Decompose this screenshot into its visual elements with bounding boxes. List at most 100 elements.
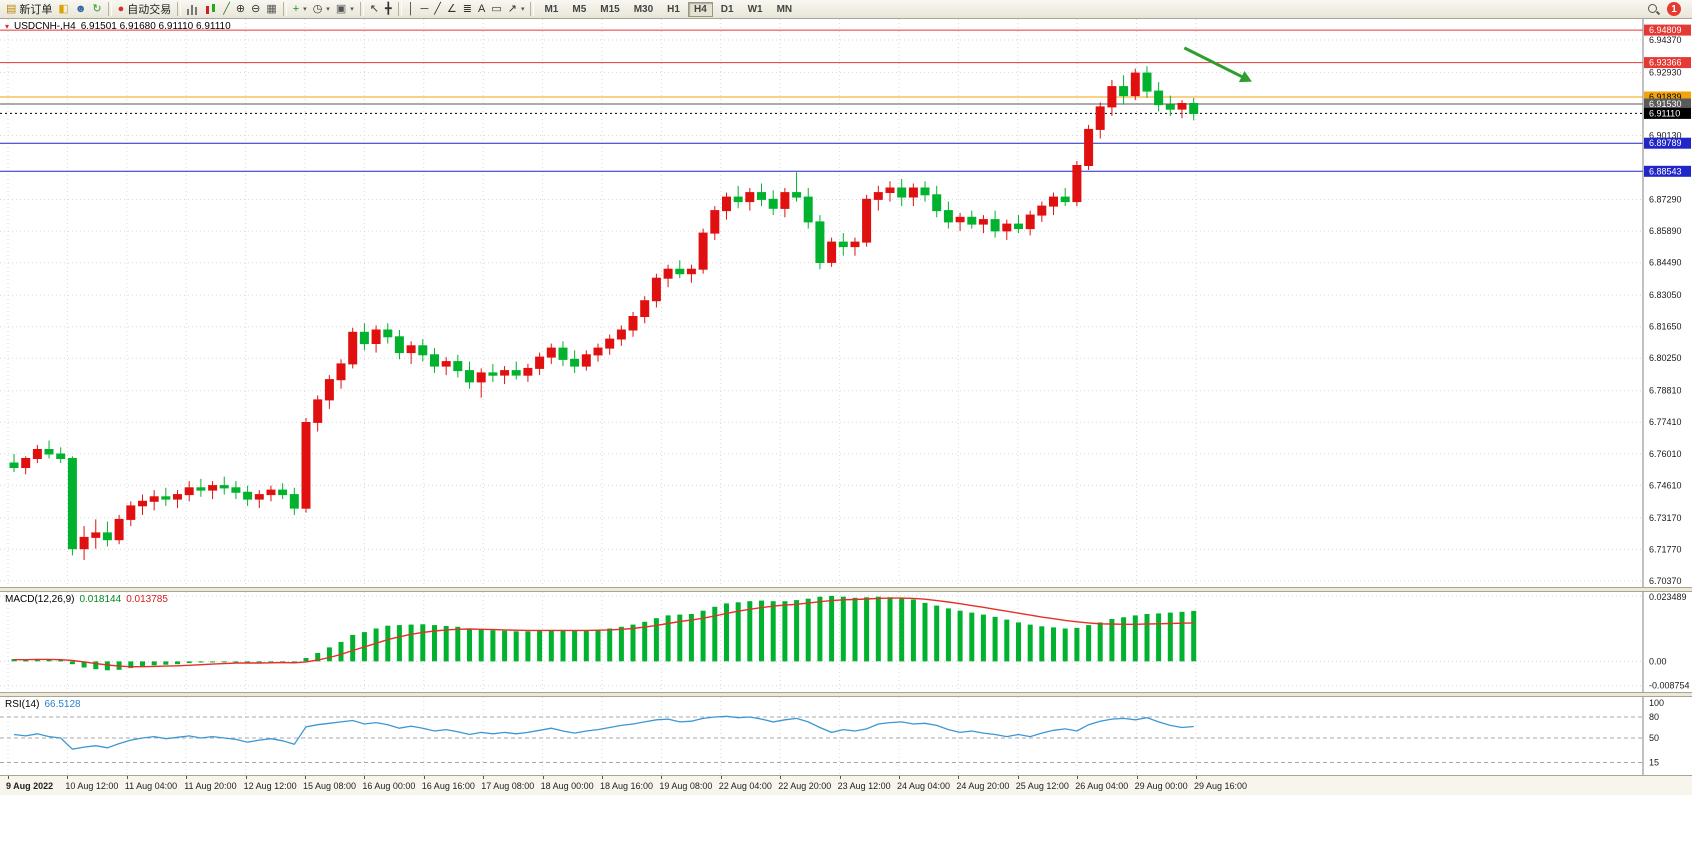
zoom-out-button[interactable]: ⊖	[248, 1, 263, 17]
refresh-button[interactable]: ↻	[89, 1, 104, 17]
tile-windows-button[interactable]: ▦	[263, 1, 279, 17]
macd-histogram-bar	[1062, 628, 1068, 662]
time-axis[interactable]: 9 Aug 2022 10 Aug 12:00 11 Aug 04:00 11 Aug…	[0, 775, 1692, 795]
search-button[interactable]	[1644, 1, 1663, 17]
fibonacci-button[interactable]: ≣	[460, 1, 475, 17]
arrows-button[interactable]: ↗ ▾	[505, 1, 528, 17]
candle-body	[675, 268, 685, 275]
profiles-button[interactable]: ☻	[72, 1, 90, 17]
macd-histogram-bar	[326, 647, 332, 662]
indicators-button[interactable]: + ▾	[290, 1, 310, 17]
timeframe-h1[interactable]: H1	[667, 3, 680, 15]
autotrade-button[interactable]: ● 自动交易	[115, 1, 175, 17]
candle-body	[686, 268, 696, 275]
price-chart[interactable]: 6.94370 6.92930 6.90130 6.87290 6.85890 6.844…	[0, 19, 1692, 587]
candle-body	[441, 361, 451, 367]
equidistant-channel-button[interactable]: ∠	[444, 1, 460, 17]
candle-body	[476, 372, 486, 383]
macd-histogram-bar	[642, 621, 648, 662]
timeframe-mn[interactable]: MN	[776, 3, 793, 15]
rsi-chart[interactable]: 100 80 50 15	[0, 697, 1692, 775]
autotrade-icon: ●	[117, 2, 125, 15]
time-axis-tick	[780, 776, 782, 779]
trend-arrow[interactable]	[1183, 46, 1249, 81]
timeframe-m30[interactable]: M30	[633, 3, 654, 15]
profiles-icon: ☻	[74, 2, 87, 15]
text-label-button[interactable]: ▭	[488, 1, 504, 17]
trendline-button[interactable]: ╱	[431, 1, 444, 17]
candle-body	[570, 358, 580, 367]
candle-body	[605, 338, 615, 349]
macd-histogram-bar	[910, 599, 916, 662]
macd-chart[interactable]: 0.023489 0.00 -0.008754	[0, 592, 1692, 692]
cursor-button[interactable]: ↖	[367, 1, 382, 17]
macd-histogram-bar	[23, 659, 29, 662]
timeframe-m1[interactable]: M1	[544, 3, 559, 15]
timeframe-h4[interactable]: H4	[687, 1, 713, 17]
candle-body	[1014, 223, 1023, 230]
macd-histogram-bar	[1191, 610, 1197, 662]
text-button[interactable]: A	[475, 1, 488, 17]
macd-histogram-bar	[677, 614, 683, 662]
macd-histogram-bar	[233, 661, 239, 663]
new-order-button[interactable]: ▤ 新订单	[3, 1, 55, 17]
candle-body	[1142, 72, 1152, 92]
timeframe-m5[interactable]: M5	[572, 3, 587, 15]
macd-histogram-bar	[875, 596, 881, 662]
candle-body	[990, 219, 1000, 232]
candle-body	[885, 187, 895, 193]
macd-histogram-bar	[607, 628, 613, 662]
candle-body	[243, 491, 253, 500]
indicators-icon: +	[292, 2, 300, 15]
macd-histogram-bar	[151, 661, 157, 666]
macd-histogram-bar	[385, 625, 391, 662]
macd-name-label: MACD(12,26,9)	[5, 594, 75, 605]
candle-body	[453, 361, 463, 372]
macd-axis-label: 0.00	[1649, 656, 1667, 666]
candle-body	[745, 192, 755, 203]
time-axis-label: 15 Aug 08:00	[303, 781, 357, 791]
line-chart-button[interactable]: ╱	[220, 1, 233, 17]
vertical-line-button[interactable]: │	[405, 1, 418, 17]
time-axis-label: 29 Aug 00:00	[1134, 781, 1188, 791]
templates-button[interactable]: ▣ ▾	[333, 1, 357, 17]
time-axis-label: 9 Aug 2022	[6, 781, 54, 791]
candlestick-chart-button[interactable]	[202, 1, 220, 17]
periods-button[interactable]: ◷ ▾	[310, 1, 333, 17]
price-level-badge	[1644, 107, 1691, 119]
time-axis-label: 25 Aug 12:00	[1015, 781, 1069, 791]
candle-body	[663, 268, 673, 279]
time-axis-tick	[1136, 776, 1138, 779]
candle-body	[102, 532, 112, 541]
new-order-label: 新订单	[19, 4, 53, 16]
macd-histogram-bar	[140, 661, 145, 667]
chart-title: ▾ USDCNH-,H4 6.91501 6.91680 6.91110 6.9…	[5, 21, 231, 32]
macd-histogram-bar	[980, 614, 986, 662]
zoom-in-button[interactable]: ⊕	[233, 1, 248, 17]
rsi-axis-label: 15	[1649, 758, 1659, 768]
time-axis-tick	[1017, 776, 1019, 779]
crosshair-icon: ╋	[384, 2, 392, 15]
new-chart-button[interactable]: ◧	[55, 1, 71, 17]
candle-body	[161, 496, 171, 500]
crosshair-button[interactable]: ╋	[382, 1, 395, 17]
bar-chart-button[interactable]	[184, 1, 202, 17]
collapse-icon[interactable]: ▾	[5, 22, 10, 31]
candle-body	[126, 505, 136, 520]
bar-chart-icon	[187, 3, 200, 15]
panel-divider[interactable]	[0, 692, 1692, 697]
timeframe-d1[interactable]: D1	[720, 3, 734, 15]
horizontal-line-button[interactable]: ─	[417, 1, 431, 17]
macd-histogram-bar	[1016, 622, 1021, 662]
timeframe-w1[interactable]: W1	[747, 3, 763, 15]
cursor-icon: ↖	[369, 2, 379, 15]
candle-body	[546, 347, 556, 358]
candle-body	[640, 300, 650, 318]
candle-body	[231, 487, 241, 493]
rsi-panel: 100 80 50 15 RSI(14) 66.5128	[0, 697, 1692, 775]
macd-histogram-bar	[104, 661, 110, 671]
timeframe-m15[interactable]: M15	[600, 3, 620, 15]
notification-badge[interactable]: 1	[1667, 2, 1681, 16]
panel-divider[interactable]	[0, 587, 1692, 592]
macd-axis-label: -0.008754	[1649, 681, 1690, 691]
